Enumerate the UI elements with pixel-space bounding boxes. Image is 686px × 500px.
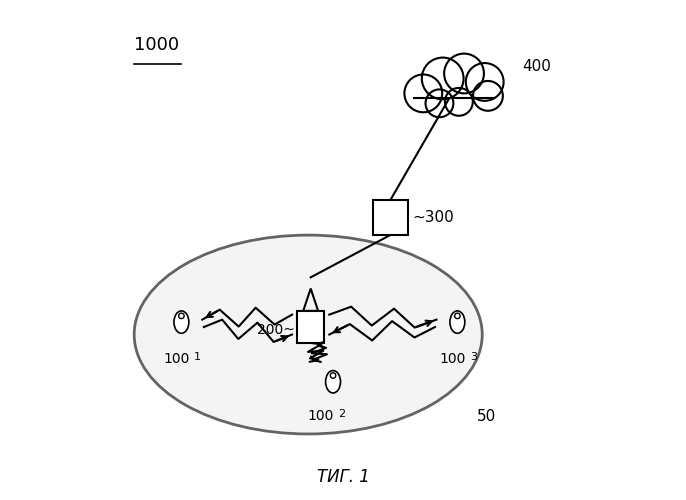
Text: 100: 100 (163, 352, 189, 366)
Text: 1: 1 (194, 352, 201, 362)
Circle shape (331, 373, 335, 378)
Text: 100: 100 (307, 409, 334, 423)
Text: 1000: 1000 (134, 36, 179, 54)
Circle shape (178, 313, 184, 318)
Ellipse shape (174, 311, 189, 334)
Circle shape (466, 63, 504, 101)
Circle shape (422, 58, 464, 100)
Text: ~300: ~300 (412, 210, 454, 225)
Ellipse shape (326, 370, 340, 393)
Circle shape (445, 88, 473, 116)
Circle shape (444, 54, 484, 94)
Bar (297, 311, 324, 343)
Text: 400: 400 (522, 58, 551, 74)
Text: 2: 2 (338, 409, 345, 419)
Circle shape (425, 90, 453, 117)
Circle shape (473, 81, 503, 111)
Text: 50: 50 (477, 409, 497, 424)
Ellipse shape (450, 311, 465, 334)
Text: 100: 100 (439, 352, 466, 366)
Text: 3: 3 (470, 352, 477, 362)
Bar (372, 200, 407, 235)
Text: 200~: 200~ (257, 322, 294, 336)
Text: ΤИГ. 1: ΤИГ. 1 (316, 468, 370, 486)
Ellipse shape (134, 235, 482, 434)
Circle shape (405, 74, 442, 112)
Circle shape (455, 313, 460, 318)
Bar (404, 94, 501, 111)
